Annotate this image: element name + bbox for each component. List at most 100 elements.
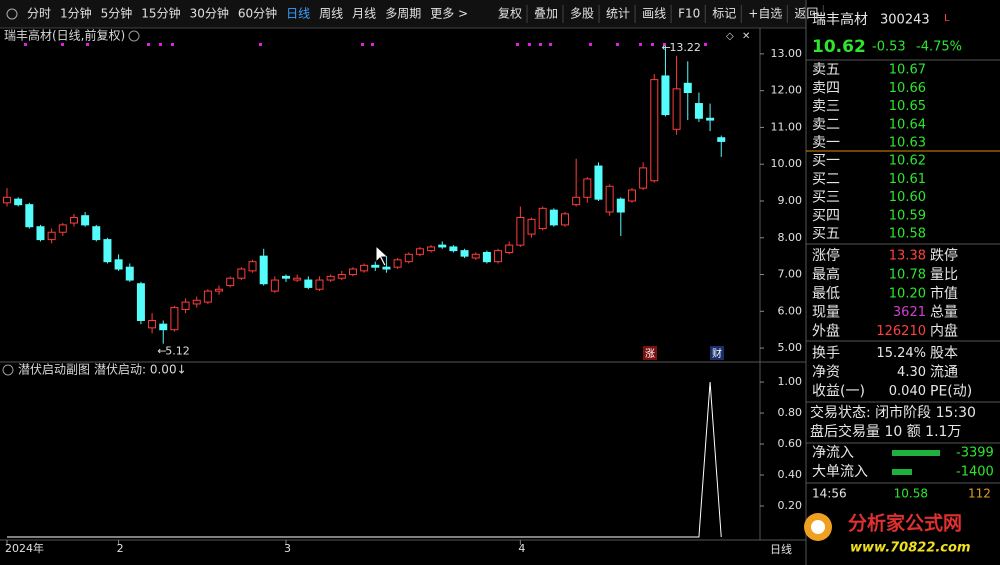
candle-body	[717, 137, 726, 142]
candle-body	[259, 255, 268, 285]
period-button[interactable]: 15分钟	[141, 6, 180, 21]
candle-body	[404, 253, 413, 263]
stat-value: 10.78	[889, 267, 926, 282]
flow-label: 大单流入	[812, 464, 868, 480]
candle-body	[14, 198, 23, 206]
candle-body	[427, 246, 436, 252]
indicator-title: 潜伏启动副图	[18, 363, 90, 377]
icon[interactable]: ◇	[726, 31, 734, 42]
tool-button[interactable]: 复权	[498, 7, 522, 21]
event-marker[interactable]: 财	[712, 347, 722, 360]
tool-button[interactable]: +自选	[748, 7, 782, 21]
order-price: 10.66	[889, 81, 926, 96]
order-price: 10.62	[889, 154, 926, 169]
status-line: 盘后交易量 10 额 1.1万	[810, 423, 961, 440]
flow-bar	[892, 450, 940, 456]
y-tick-label: 0.80	[778, 406, 803, 419]
stat-value: 13.38	[889, 249, 926, 264]
candle-body	[494, 250, 503, 263]
period-button[interactable]: 分时	[27, 7, 51, 21]
flow-value: -3399	[956, 446, 994, 461]
tool-button[interactable]: 画线	[642, 7, 666, 21]
period-button[interactable]: 月线	[352, 7, 376, 21]
event-marker[interactable]: 涨	[645, 348, 655, 360]
cursor	[375, 244, 390, 267]
order-label: 卖二	[812, 117, 840, 133]
period-button[interactable]: 5分钟	[101, 6, 133, 21]
flow-value: -1400	[956, 465, 994, 480]
order-price: 10.59	[889, 208, 926, 223]
period-button[interactable]: 60分钟	[238, 6, 277, 21]
y-tick-label: 0.60	[778, 437, 803, 450]
candle-body	[561, 213, 569, 226]
candle-body	[248, 261, 257, 272]
toolbar-icon[interactable]	[6, 8, 18, 20]
candle-body	[237, 268, 246, 279]
stat-label: 跌停	[930, 247, 958, 264]
candle-body	[25, 204, 34, 228]
y-tick-label: 1.00	[778, 375, 803, 388]
period-button[interactable]: 1分钟	[60, 6, 92, 21]
tick-price: 10.58	[894, 487, 928, 501]
order-price: 10.60	[889, 190, 926, 205]
candle-body	[136, 283, 145, 321]
candle-body	[683, 82, 692, 94]
candle-body	[438, 244, 447, 248]
low-arrow: ←	[157, 345, 166, 358]
tool-button[interactable]: 统计	[606, 7, 630, 21]
candle-body	[69, 217, 78, 224]
y-tick-label: 7.00	[778, 268, 803, 281]
flow-label: 净流入	[812, 445, 854, 461]
period-button[interactable]: 多周期	[385, 7, 421, 21]
order-label: 买一	[812, 153, 840, 169]
candle-body	[360, 264, 369, 272]
order-price: 10.67	[889, 63, 926, 78]
candle-body	[103, 239, 112, 263]
candle-body	[672, 88, 681, 130]
watermark: 分析家公式网 www.70822.com	[804, 512, 971, 556]
indicator-line	[7, 382, 722, 538]
tool-button[interactable]: 标记	[712, 7, 736, 21]
period-button[interactable]: 更多 >	[430, 7, 468, 21]
stat-label: 最高	[812, 266, 840, 283]
candle-body	[315, 279, 324, 290]
y-tick-label: 9.00	[778, 194, 803, 207]
icon[interactable]: ✕	[742, 31, 750, 42]
order-label: 卖五	[812, 62, 840, 78]
stat-label: 量比	[930, 267, 958, 283]
candle-body	[181, 301, 190, 310]
order-label: 卖三	[812, 99, 840, 115]
order-label: 卖四	[812, 80, 840, 96]
candle-body	[482, 251, 491, 263]
candle-body	[125, 266, 134, 281]
last-price: 10.62	[812, 37, 866, 57]
tool-button[interactable]: 叠加	[534, 7, 558, 21]
toolbar	[0, 0, 806, 28]
flow-bar	[892, 469, 912, 475]
tool-button[interactable]: 多股	[570, 7, 594, 21]
high-arrow: ←	[661, 41, 670, 54]
candle-body	[605, 185, 614, 213]
x-tick-label: 4	[518, 542, 525, 555]
candle-body	[348, 268, 357, 276]
chart-menu[interactable]	[128, 30, 140, 42]
y-tick-label: 0.20	[778, 499, 803, 512]
candle-body	[549, 209, 558, 226]
stat-label: 市值	[930, 285, 958, 302]
candle-body	[382, 266, 391, 270]
stat-label: 最低	[812, 286, 840, 302]
tool-button[interactable]: F10	[678, 7, 700, 21]
period-button[interactable]: 日线	[286, 7, 310, 21]
stock-name: 瑞丰高材	[812, 11, 868, 28]
candle-body	[706, 117, 715, 121]
stat-label: 流通	[930, 364, 958, 380]
period-button[interactable]: 30分钟	[190, 6, 229, 21]
tick-volume: 112	[968, 487, 991, 501]
candle-body	[47, 231, 56, 241]
period-button[interactable]: 周线	[319, 7, 343, 21]
pane-menu[interactable]	[2, 364, 14, 376]
tick-time: 14:56	[812, 487, 847, 501]
order-label: 买二	[812, 171, 840, 187]
candle-body	[192, 299, 201, 305]
stat-value: 3621	[893, 305, 926, 320]
